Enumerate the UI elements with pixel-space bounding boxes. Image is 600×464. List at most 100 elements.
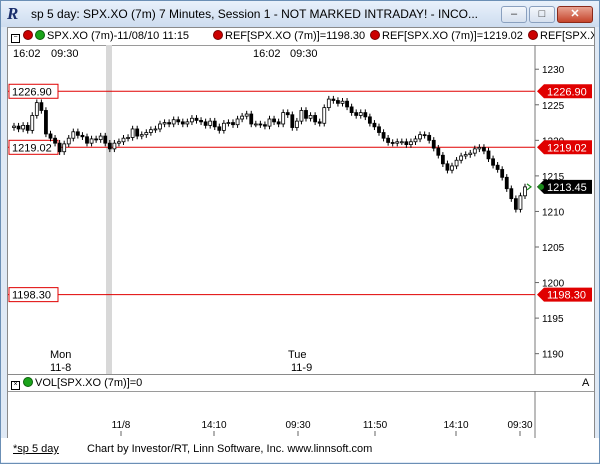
candle-body xyxy=(117,141,121,144)
candle-body xyxy=(372,122,377,128)
candle-body xyxy=(48,133,53,139)
candle-body xyxy=(176,119,181,123)
candle-body xyxy=(231,122,235,126)
x-tick-label: 09:30 xyxy=(507,420,532,431)
candle-body xyxy=(185,121,190,125)
volume-label[interactable]: × VOL[SPX.XO (7m)]=0 xyxy=(11,377,142,390)
reference-label-box-left xyxy=(8,287,59,303)
candle-body xyxy=(454,159,459,167)
title-bar[interactable]: R sp 5 day: SPX.XO (7m) 7 Minutes, Sessi… xyxy=(1,1,599,27)
candle-body xyxy=(85,136,89,144)
candle-body xyxy=(180,121,185,125)
candle-body xyxy=(190,117,194,123)
candle-body xyxy=(509,188,514,200)
y-tick-label: 1215 xyxy=(542,172,565,183)
reference-price-label: 1198.30 xyxy=(547,290,586,302)
candle-body xyxy=(468,152,473,155)
minimize-button[interactable]: – xyxy=(501,6,527,23)
candle-body xyxy=(409,141,413,145)
candle-body xyxy=(513,198,518,210)
candle-body xyxy=(98,135,103,141)
volume-header: × VOL[SPX.XO (7m)]=0 A xyxy=(8,374,594,392)
candle-body xyxy=(294,120,299,128)
candle-body xyxy=(30,115,35,131)
x-tick-label: 09:30 xyxy=(285,420,310,431)
candle-body xyxy=(203,121,208,126)
candle-body xyxy=(62,143,67,153)
maximize-button[interactable]: □ xyxy=(529,6,555,23)
candle-body xyxy=(413,138,418,143)
candle-body xyxy=(12,125,16,128)
candle-body xyxy=(194,117,199,121)
candle-body xyxy=(326,98,331,109)
candle-body xyxy=(459,155,464,161)
last-price-dot-icon xyxy=(538,183,544,190)
candle-body xyxy=(518,195,523,210)
candle-body xyxy=(431,139,436,149)
candle-body xyxy=(285,112,290,116)
y-tick-label: 1225 xyxy=(542,101,565,112)
y-tick-label: 1230 xyxy=(542,65,565,76)
candle-body xyxy=(495,164,500,170)
header-ref-1198[interactable]: REF[SPX.XO (7m)]=1198.30 xyxy=(213,30,365,42)
y-tick-label: 1205 xyxy=(542,243,565,254)
red-dot-icon xyxy=(370,30,380,40)
close-button[interactable]: ✕ xyxy=(557,6,593,23)
reference-lines: 1226.90 1226.90 1219.02 1219.02 1198.30 1198.… xyxy=(8,83,592,303)
candle-body xyxy=(212,120,217,128)
candle-body xyxy=(399,141,404,144)
candle-body xyxy=(249,113,254,125)
candle-body xyxy=(267,118,272,127)
candle-body xyxy=(162,122,167,125)
candle-body xyxy=(358,112,363,116)
candle-body xyxy=(139,134,144,137)
candle-body xyxy=(336,100,340,104)
candle-body xyxy=(482,147,486,152)
sheet-tab[interactable]: *sp 5 day xyxy=(13,443,59,455)
header-symbol[interactable]: − SPX.XO (7m)-11/08/10 11:15 xyxy=(11,30,189,43)
green-dot-icon xyxy=(35,30,45,40)
credit-text: Chart by Investor/RT, Linn Software, Inc… xyxy=(87,443,373,455)
candle-body xyxy=(477,147,482,150)
candle-body xyxy=(436,147,441,156)
candle-body xyxy=(107,142,112,150)
candle-body xyxy=(331,98,336,101)
candle-body xyxy=(135,128,140,137)
x-tick-label: 11:50 xyxy=(363,420,388,431)
candle-body xyxy=(272,118,276,123)
red-dot-icon xyxy=(23,30,33,40)
reference-label-box-left xyxy=(8,83,59,99)
candle-body xyxy=(112,142,117,150)
volume-scroll-up[interactable]: A xyxy=(582,377,590,389)
candle-body xyxy=(53,137,57,144)
red-dot-icon xyxy=(528,30,538,40)
candle-body xyxy=(345,100,349,108)
candle-body xyxy=(199,120,203,123)
header-ref-3[interactable]: REF[SPX.XO xyxy=(528,30,594,42)
candle-body xyxy=(450,165,454,171)
candle-body xyxy=(386,137,391,143)
collapse-box-icon[interactable]: × xyxy=(11,381,20,390)
candle-body xyxy=(21,125,26,130)
header-ref-1219[interactable]: REF[SPX.XO (7m)]=1219.02 xyxy=(370,30,523,42)
collapse-box-icon[interactable]: − xyxy=(11,34,20,43)
candle-body xyxy=(363,112,368,118)
candle-body xyxy=(144,132,149,136)
candle-body xyxy=(500,169,505,178)
last-price-label: 1213.45 xyxy=(547,182,587,194)
candle-body xyxy=(304,110,308,119)
candle-body xyxy=(299,110,304,122)
candle-body xyxy=(44,110,48,135)
y-tick-label: 1190 xyxy=(542,350,564,361)
candle-body xyxy=(308,115,313,119)
candle-body xyxy=(440,154,445,165)
reference-label-left: 1226.90 xyxy=(12,86,52,98)
y-tick-label: 1195 xyxy=(542,314,564,325)
candle-body xyxy=(221,122,226,131)
candle-body xyxy=(153,128,158,131)
candle-body xyxy=(235,118,240,126)
candle-body xyxy=(121,137,126,143)
candle-body xyxy=(390,142,395,144)
price-chart[interactable]: 119011951200120512101215122012251230 122… xyxy=(8,45,594,375)
candle-body xyxy=(427,134,432,141)
